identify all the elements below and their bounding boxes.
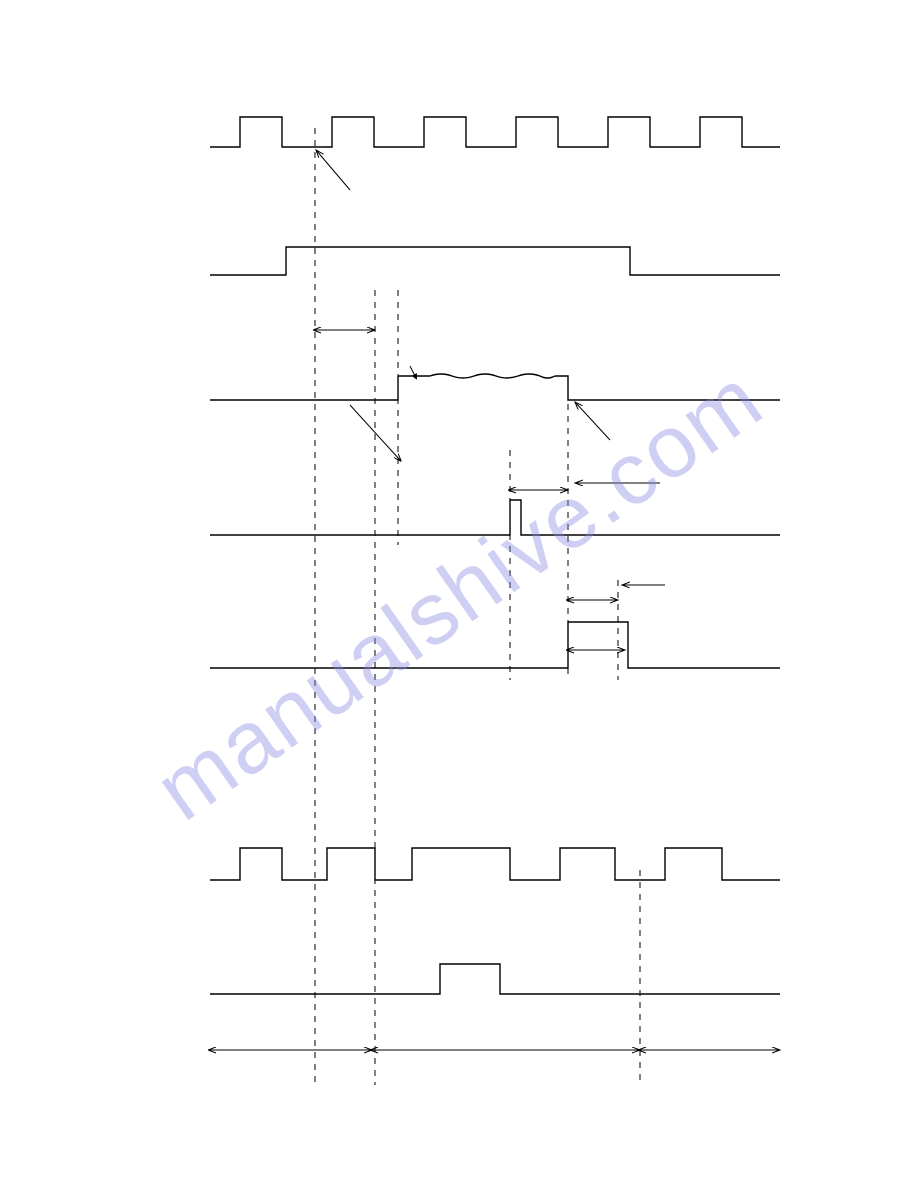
timing-diagram: [0, 0, 918, 1188]
